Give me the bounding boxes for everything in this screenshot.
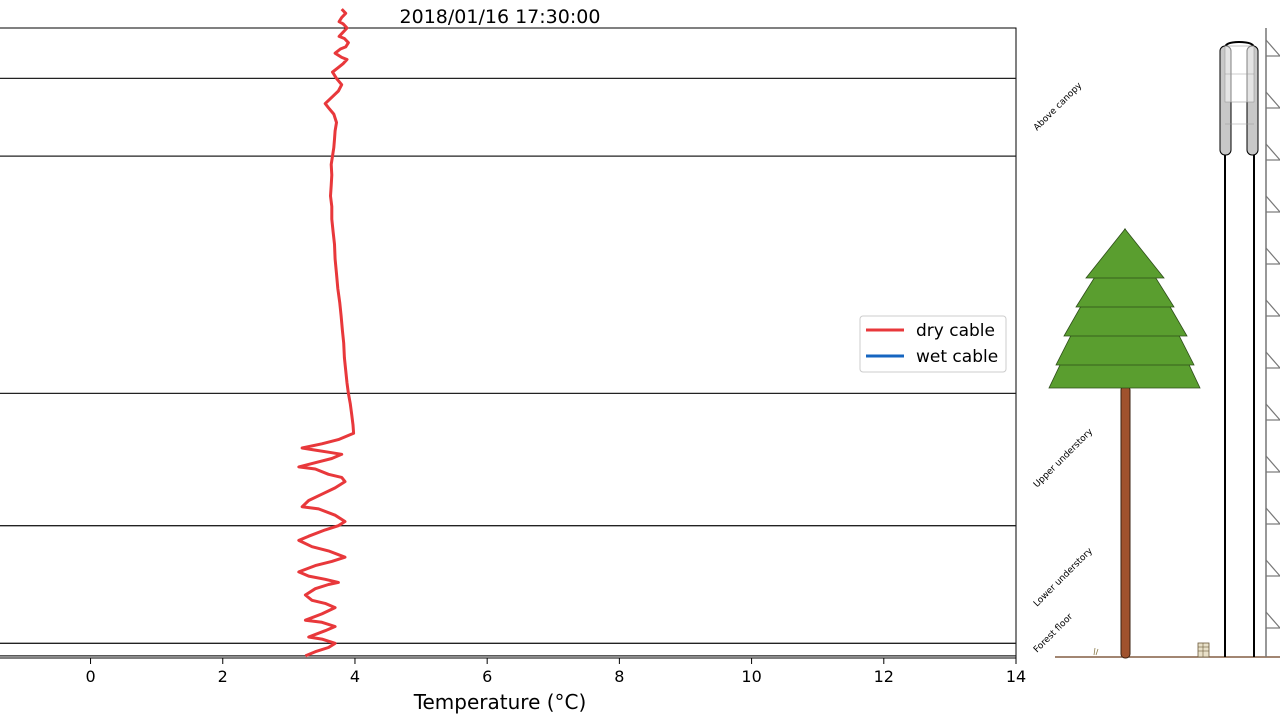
- x-tick-label: 14: [1006, 667, 1026, 686]
- cable-loop-icon: [1219, 40, 1259, 657]
- zone-label-forest-floor: Forest floor: [1032, 612, 1075, 655]
- tower-brace: [1265, 507, 1280, 525]
- tower-brace: [1265, 559, 1280, 577]
- tower-brace: [1265, 299, 1280, 317]
- legend-label-wet-cable: wet cable: [916, 347, 998, 367]
- x-tick-label: 2: [218, 667, 228, 686]
- tower-brace: [1265, 143, 1280, 161]
- tree-icon: [1048, 228, 1201, 659]
- tower-brace: [1265, 247, 1280, 265]
- zone-boundary-lines: [0, 77, 1016, 657]
- series-line-dry-cable: [297, 8, 356, 658]
- x-tick-label: 4: [350, 667, 360, 686]
- ground-instrument-icon: [1197, 642, 1210, 658]
- tower-brace: [1265, 611, 1280, 629]
- x-tick-label: 12: [874, 667, 894, 686]
- legend: dry cable wet cable: [859, 315, 1007, 373]
- tree-canopy-top: [1085, 228, 1165, 279]
- series-layer: [297, 8, 356, 658]
- tower-brace: [1265, 455, 1280, 473]
- legend-label-dry-cable: dry cable: [916, 321, 995, 341]
- zone-label-upper-understory: Upper understory: [1032, 427, 1096, 491]
- tower-brace: [1265, 195, 1280, 213]
- zone-label-lower-understory: Lower understory: [1032, 546, 1095, 609]
- zone-label-above-canopy: Above canopy: [1032, 80, 1085, 133]
- plot-area: [0, 27, 1017, 659]
- x-tick-label: 6: [482, 667, 492, 686]
- x-tick-label: 10: [741, 667, 761, 686]
- x-tick-label: 8: [614, 667, 624, 686]
- tower-icon: [1265, 28, 1280, 657]
- x-tick-label: 0: [85, 667, 95, 686]
- tower-brace: [1265, 91, 1280, 109]
- chart-title: 2018/01/16 17:30:00: [400, 6, 601, 28]
- tower-brace: [1265, 351, 1280, 369]
- x-axis-title: Temperature (°C): [413, 690, 587, 714]
- grass-icon: [1093, 647, 1099, 656]
- tree-trunk: [1120, 385, 1131, 659]
- x-axis: 0 2 4 6 8 10 12 14: [85, 658, 1026, 686]
- tower-brace: [1265, 39, 1280, 57]
- tower-brace: [1265, 403, 1280, 421]
